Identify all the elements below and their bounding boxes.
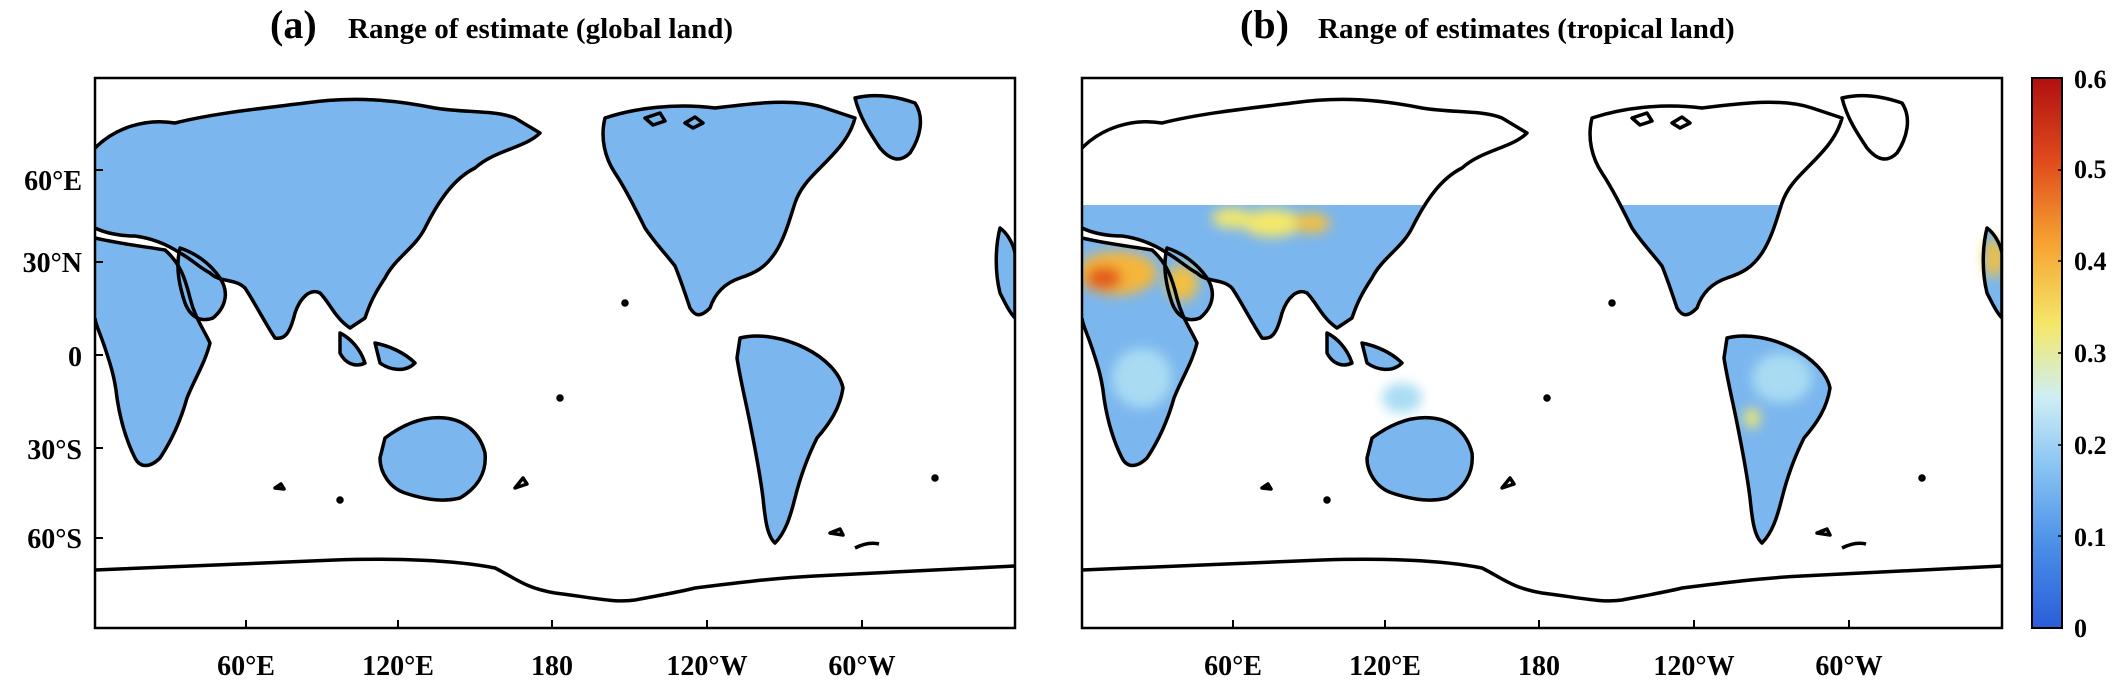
panel-a-title: Range of estimate (global land) bbox=[348, 13, 733, 45]
colorbar-ticks: 0 0.1 0.2 0.3 0.4 0.5 0.6 bbox=[2074, 65, 2107, 643]
xtick-a-3: 180 bbox=[531, 651, 573, 682]
panel-a-xticks: 60°E 120°E 180 120°W 60°W bbox=[217, 651, 896, 682]
cbar-tick-0: 0 bbox=[2074, 614, 2087, 643]
colorbar-gradient bbox=[2031, 77, 2063, 629]
panel-a: (a) Range of estimate (global land) 60°E… bbox=[23, 2, 1017, 682]
panel-b-frame bbox=[1080, 76, 2004, 630]
cbar-tick-6: 0.6 bbox=[2074, 65, 2107, 94]
ytick-a-4: 30°S bbox=[27, 435, 82, 466]
xtick-b-2: 120°E bbox=[1349, 651, 1421, 682]
xtick-a-4: 120°W bbox=[666, 651, 747, 682]
xtick-b-4: 120°W bbox=[1653, 651, 1734, 682]
ytick-a-3: 0 bbox=[68, 342, 82, 373]
panel-a-frame bbox=[93, 76, 1017, 630]
cbar-tick-5: 0.5 bbox=[2074, 155, 2107, 184]
xtick-b-3: 180 bbox=[1518, 651, 1560, 682]
xtick-a-1: 60°E bbox=[217, 651, 275, 682]
panel-b: (b) Range of estimates (tropical land) bbox=[1080, 2, 2004, 682]
panel-a-yticks: 60°E 30°N 0 30°S 60°S bbox=[23, 166, 82, 555]
ytick-a-2: 30°N bbox=[23, 248, 82, 279]
panel-a-map bbox=[95, 78, 1015, 628]
xtick-a-2: 120°E bbox=[362, 651, 434, 682]
ytick-a-1: 60°E bbox=[24, 166, 82, 197]
cbar-tick-3: 0.3 bbox=[2074, 339, 2107, 368]
xtick-b-1: 60°E bbox=[1204, 651, 1262, 682]
panel-b-map bbox=[1082, 78, 2002, 628]
colorbar: 0 0.1 0.2 0.3 0.4 0.5 0.6 bbox=[2031, 65, 2107, 643]
cbar-tick-2: 0.2 bbox=[2074, 431, 2107, 460]
panel-a-letter: (a) bbox=[270, 2, 317, 47]
cbar-tick-1: 0.1 bbox=[2074, 523, 2107, 552]
ytick-a-5: 60°S bbox=[27, 524, 82, 555]
panel-b-title: Range of estimates (tropical land) bbox=[1318, 13, 1735, 45]
cbar-tick-4: 0.4 bbox=[2074, 247, 2107, 276]
panel-b-letter: (b) bbox=[1240, 2, 1289, 47]
panel-b-xticks: 60°E 120°E 180 120°W 60°W bbox=[1204, 651, 1883, 682]
xtick-b-5: 60°W bbox=[1815, 651, 1882, 682]
xtick-a-5: 60°W bbox=[828, 651, 895, 682]
